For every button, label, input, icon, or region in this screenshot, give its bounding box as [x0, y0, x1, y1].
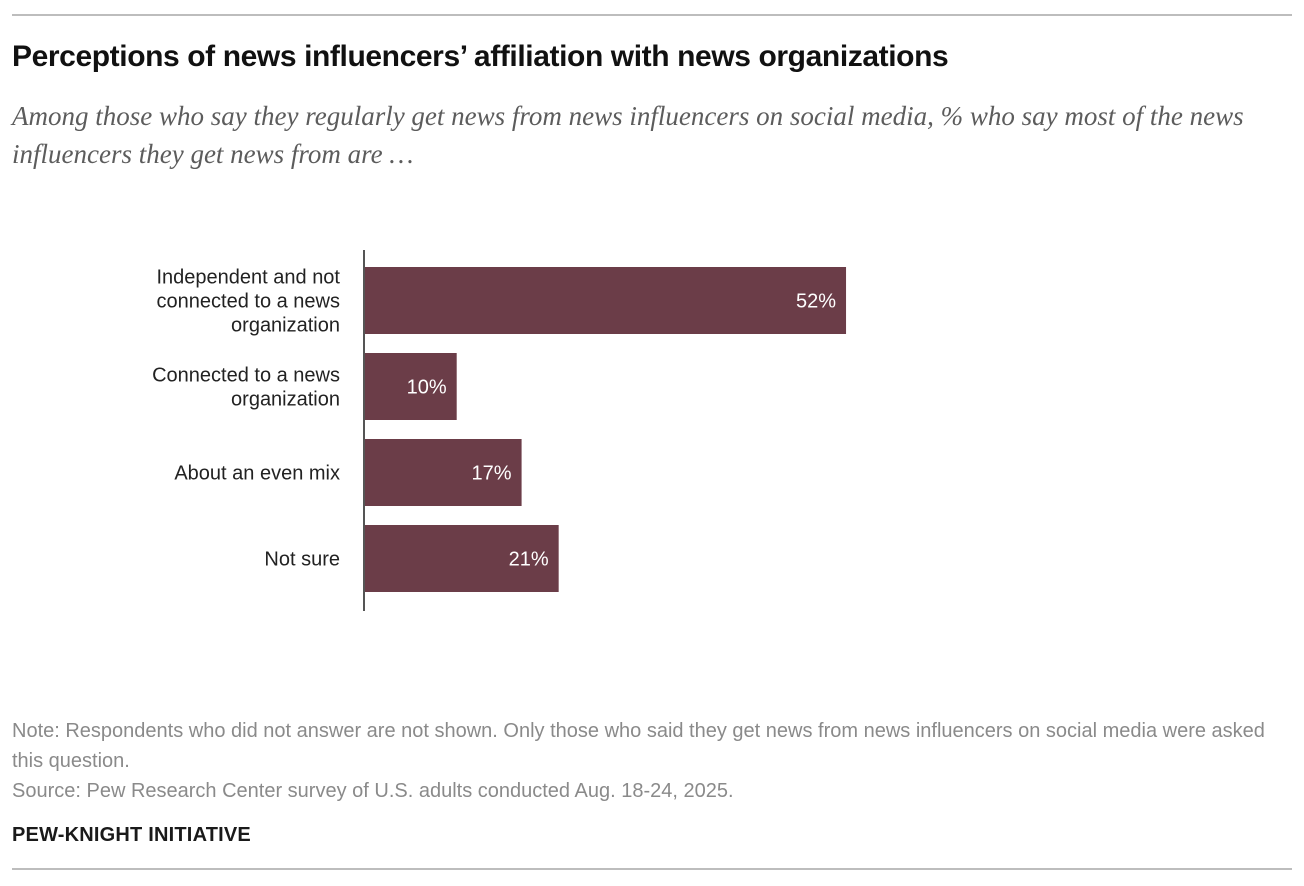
bottom-rule — [12, 868, 1292, 870]
category-label: Connected to a news organization — [152, 365, 340, 411]
chart-title: Perceptions of news influencers’ affilia… — [12, 40, 949, 73]
bar — [364, 267, 847, 334]
bar-value-label: 10% — [407, 377, 447, 399]
top-rule — [12, 14, 1292, 16]
bar-value-label: 17% — [472, 463, 512, 485]
bar — [364, 353, 457, 420]
category-label: Not sure — [264, 549, 340, 571]
category-label: Independent and not connected to a news or… — [156, 267, 340, 337]
bar-value-label: 21% — [509, 549, 549, 571]
chart-subtitle: Among those who say they regularly get n… — [12, 101, 1244, 169]
category-label: About an even mix — [174, 463, 340, 485]
notes-block: Note: Respondents who did not answer are… — [12, 716, 1272, 806]
brand-label: PEW-KNIGHT INITIATIVE — [12, 824, 251, 846]
bar — [364, 439, 522, 506]
bar-value-label: 52% — [796, 291, 836, 313]
source-text: Source: Pew Research Center survey of U.… — [12, 780, 734, 802]
bar-chart: 52% Independent and not connected to a new… — [152, 250, 847, 611]
bar — [364, 525, 559, 592]
note-text: Note: Respondents who did not answer are… — [12, 720, 1265, 772]
